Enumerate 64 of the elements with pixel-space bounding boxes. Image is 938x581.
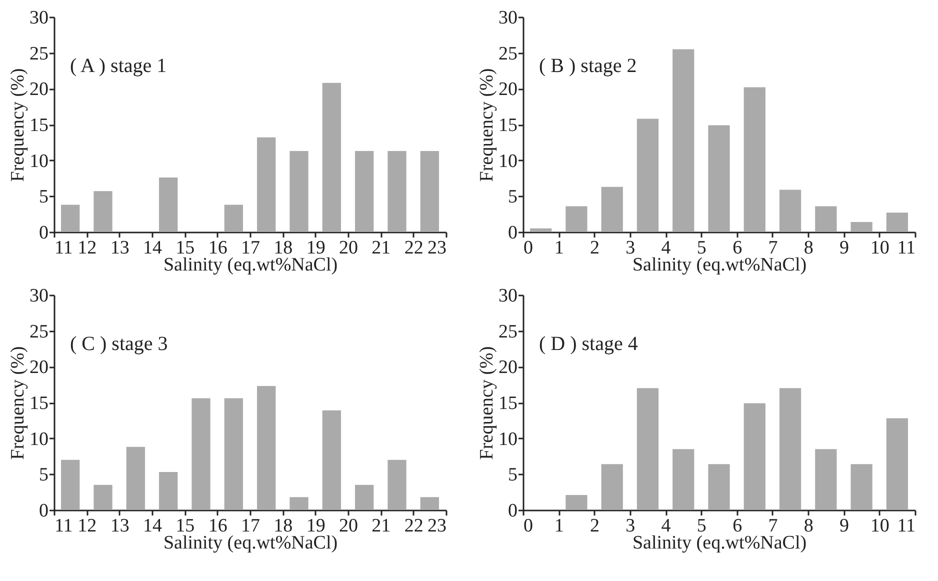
- x-tick-label: 0: [524, 238, 533, 258]
- x-tick-label: 14: [143, 516, 162, 536]
- x-tick-label: 13: [110, 238, 130, 258]
- x-tick-label: 2: [590, 238, 600, 258]
- y-axis-title: Frequency (%): [476, 68, 498, 182]
- y-tick-label: 25: [498, 321, 518, 342]
- x-tick-label: 2: [590, 516, 600, 536]
- y-tick-label: 0: [508, 222, 518, 244]
- x-tick-label: 13: [110, 516, 130, 536]
- text: ( D ) stage 4: [539, 333, 638, 355]
- x-tick-label: 11: [897, 516, 916, 536]
- text: ( C ) stage 3: [70, 333, 168, 355]
- y-tick-label: 25: [498, 43, 518, 64]
- x-tick-label: 21: [372, 238, 391, 258]
- x-tick-label: 23: [428, 238, 446, 258]
- text: ( B ) stage 2: [539, 55, 637, 77]
- y-tick-label: 5: [508, 186, 518, 208]
- x-tick-label: 22: [404, 238, 424, 258]
- x-tick-label: 9: [839, 238, 849, 258]
- y-tick-label: 15: [498, 115, 518, 136]
- y-tick-label: 15: [30, 393, 48, 414]
- y-tick-label: 0: [39, 222, 48, 244]
- x-tick-label: 14: [143, 238, 162, 258]
- x-tick-label: 22: [404, 516, 424, 536]
- y-tick-label: 20: [30, 79, 48, 100]
- x-tick-label: 10: [870, 238, 890, 258]
- y-tick-label: 20: [498, 79, 518, 100]
- y-tick-label: 25: [30, 321, 48, 342]
- x-tick-label: 20: [339, 238, 358, 258]
- y-tick-label: 10: [498, 428, 518, 450]
- y-tick-label: 30: [30, 286, 48, 306]
- x-tick-label: 9: [839, 516, 849, 536]
- y-tick-label: 15: [30, 115, 48, 136]
- y-tick-label: 10: [30, 150, 48, 172]
- x-tick-label: 11: [897, 238, 916, 258]
- y-tick-label: 10: [30, 428, 48, 450]
- y-tick-label: 0: [39, 500, 48, 522]
- y-tick-label: 25: [30, 43, 48, 64]
- x-tick-label: 0: [524, 516, 533, 536]
- y-tick-label: 15: [498, 393, 518, 414]
- x-tick-label: 12: [78, 516, 97, 536]
- y-tick-label: 30: [498, 8, 518, 28]
- y-tick-label: 5: [508, 464, 518, 486]
- y-tick-label: 5: [39, 186, 48, 208]
- x-tick-label: 1: [554, 238, 564, 258]
- x-tick-label: 12: [78, 238, 97, 258]
- y-axis-title: Frequency (%): [8, 68, 28, 182]
- y-axis-title: Frequency (%): [476, 346, 498, 460]
- y-tick-label: 20: [30, 357, 48, 378]
- x-tick-label: 11: [54, 516, 73, 536]
- x-tick-label: 23: [428, 516, 446, 536]
- x-tick-label: 11: [54, 238, 73, 258]
- y-tick-label: 5: [39, 464, 48, 486]
- text: ( A ) stage 1: [70, 55, 167, 77]
- y-tick-label: 30: [498, 286, 518, 306]
- y-tick-label: 20: [498, 357, 518, 378]
- y-tick-label: 10: [498, 150, 518, 172]
- x-tick-label: 20: [339, 516, 358, 536]
- x-tick-label: 1: [554, 516, 564, 536]
- x-tick-label: 21: [372, 516, 391, 536]
- x-tick-label: 10: [870, 516, 890, 536]
- y-tick-label: 0: [508, 500, 518, 522]
- y-tick-label: 30: [30, 8, 48, 28]
- y-axis-title: Frequency (%): [8, 346, 28, 460]
